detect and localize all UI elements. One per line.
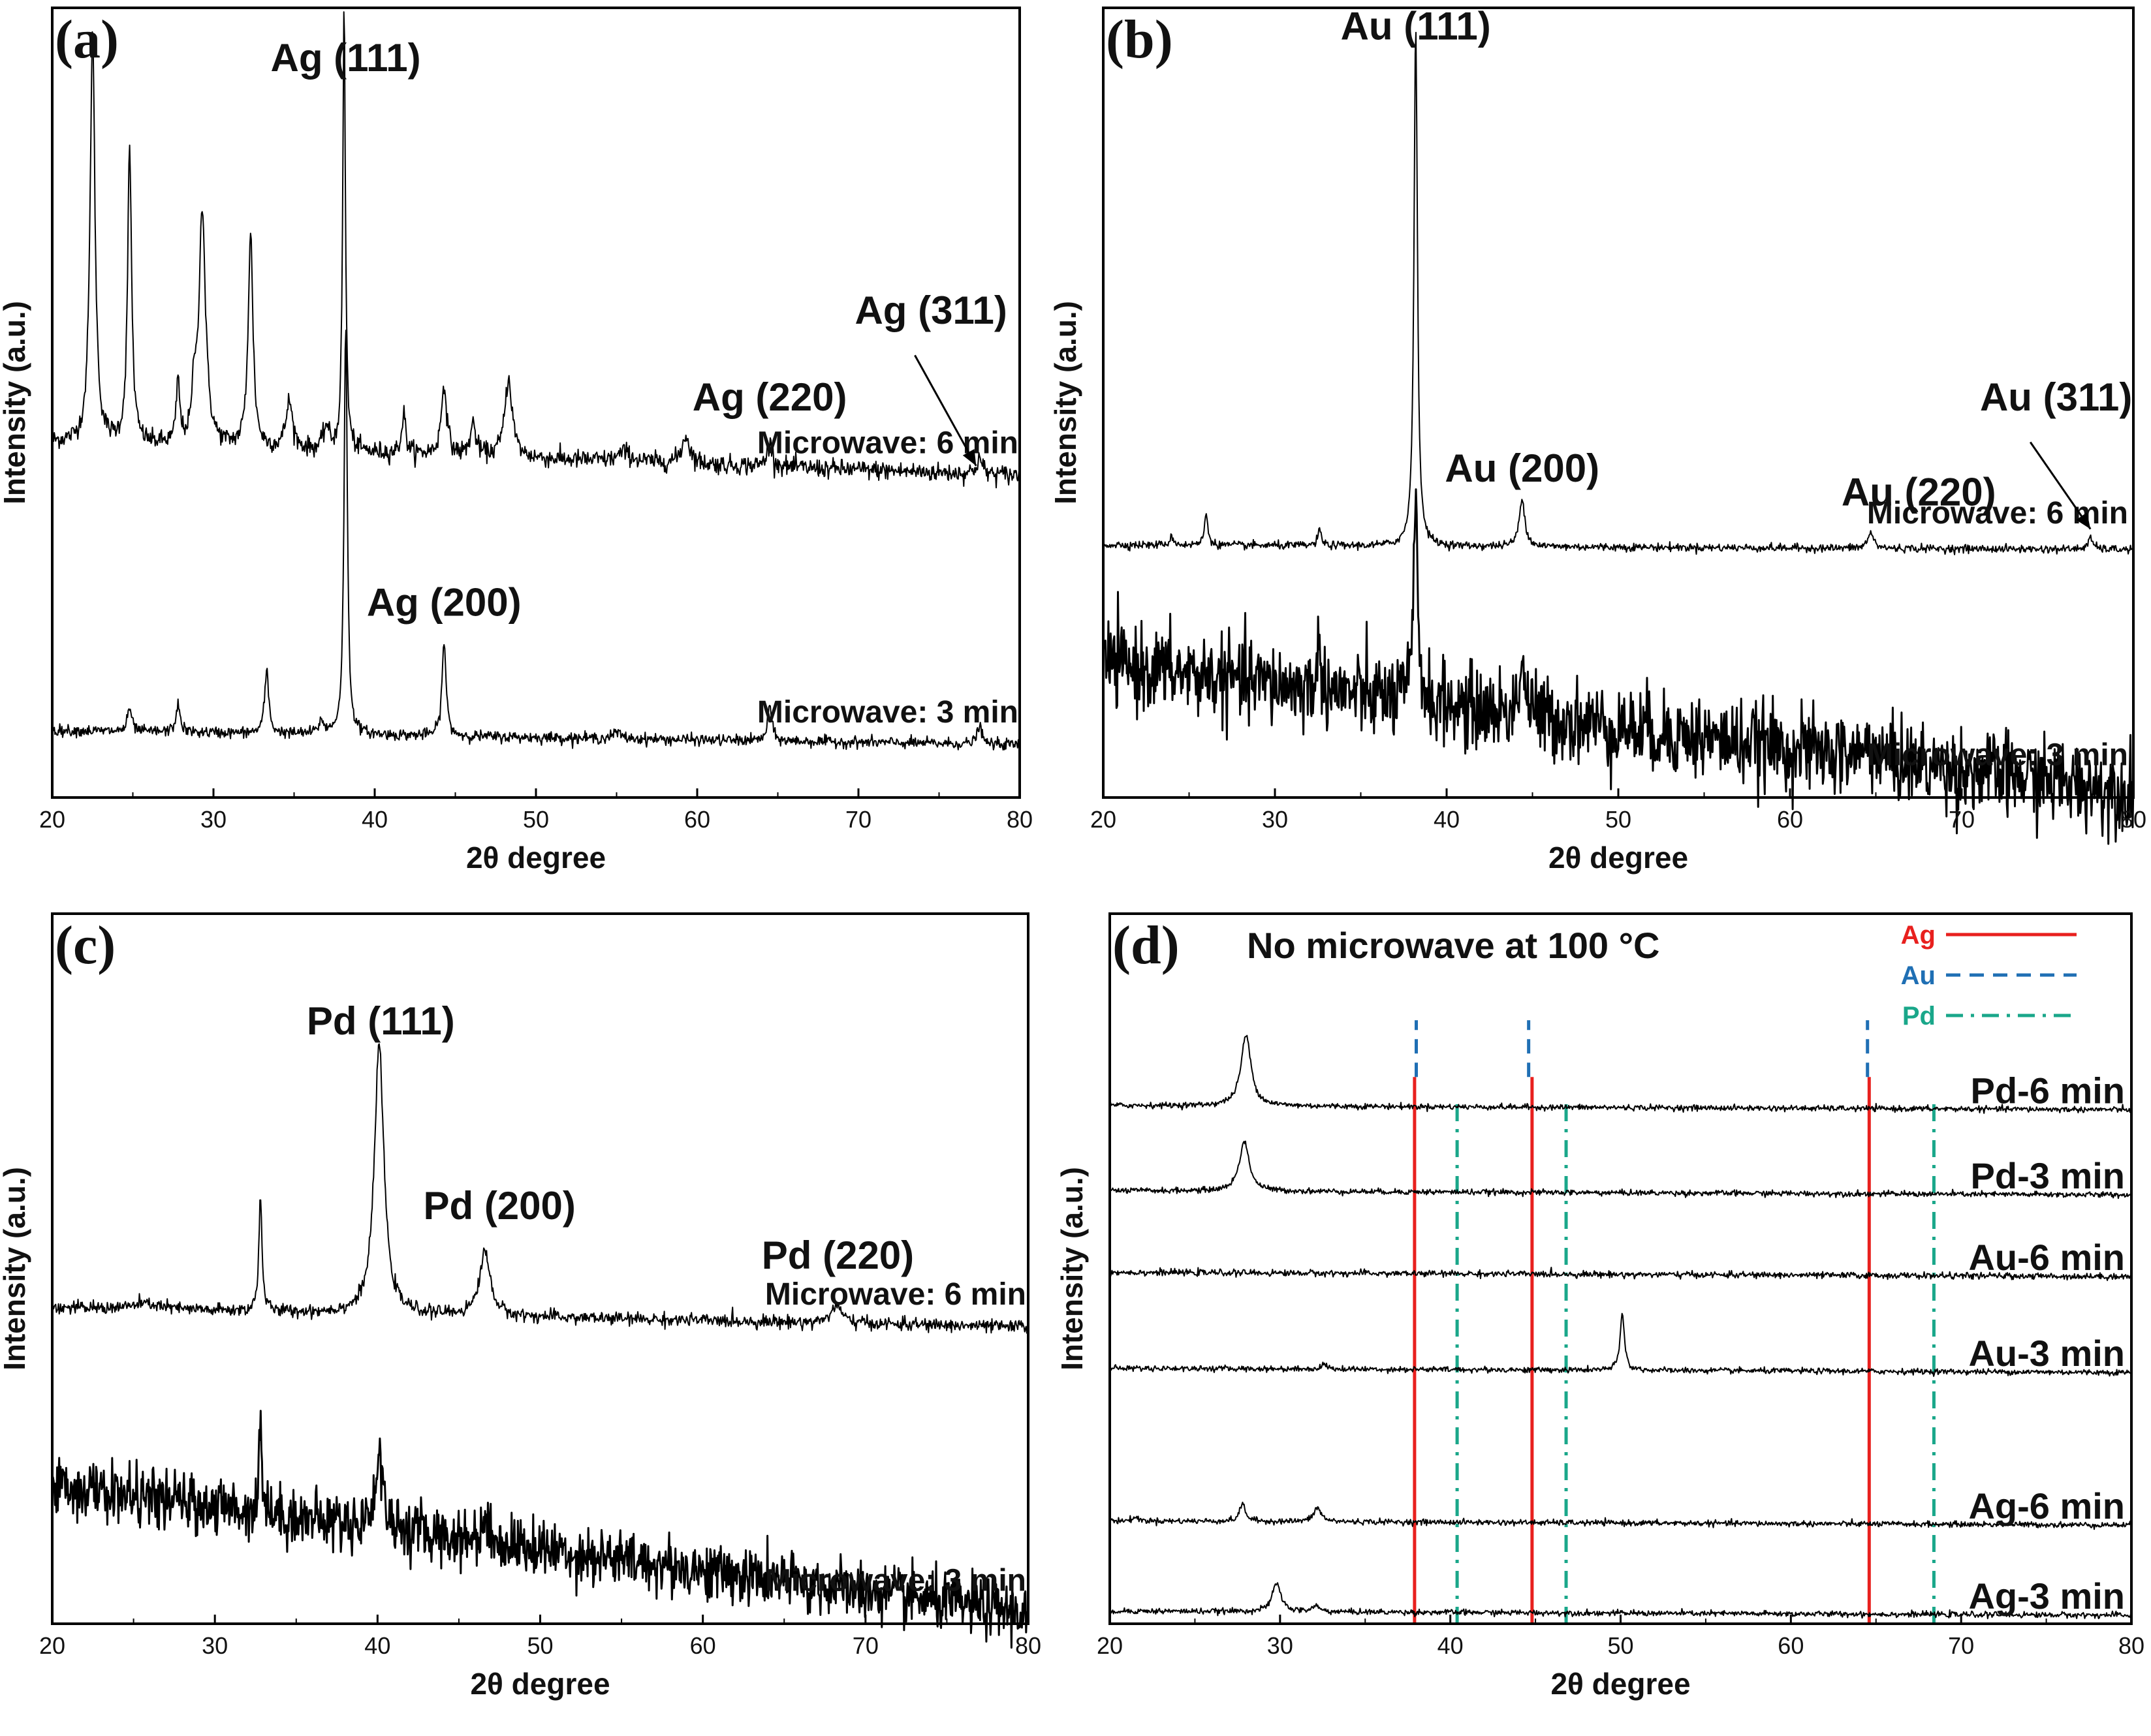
- x-tick-label: 50: [527, 1632, 553, 1659]
- x-tick-label: 70: [845, 806, 871, 833]
- panel-d: Pd-6 min Pd-3 min Au-6 min Au-3 min Ag-6 min…: [1055, 912, 2144, 1701]
- x-tick-label: 20: [39, 806, 65, 833]
- arrow-head: [2076, 512, 2091, 529]
- y-axis-title: Intensity (a.u.): [0, 1167, 31, 1371]
- pointer-arrow: [2029, 441, 2092, 530]
- panel-letter: (d): [1112, 915, 1180, 976]
- x-tick-label: 60: [1778, 1632, 1804, 1659]
- x-tick-label: 80: [1015, 1632, 1041, 1659]
- legend-label-pd: Pd: [1902, 1002, 1936, 1031]
- peak-label: Pd (111): [307, 999, 455, 1043]
- peak-label: Ag (311): [855, 288, 1007, 332]
- x-tick-label: 50: [1605, 806, 1631, 833]
- x-tick-label: 60: [1777, 806, 1803, 833]
- x-tick-label: 70: [1949, 806, 1975, 833]
- panel-letter: (a): [55, 9, 119, 70]
- x-tick-label: 20: [39, 1632, 65, 1659]
- x-tick-label: 30: [1262, 806, 1288, 833]
- y-axis-title: Intensity (a.u.): [0, 301, 31, 504]
- panel-c: Microwave: 6 min Microwave: 3 min 20 30 40 50…: [0, 912, 1041, 1701]
- y-axis-title: Intensity (a.u.): [1055, 1167, 1089, 1371]
- trace-label: Au-3 min: [1968, 1333, 2125, 1374]
- x-tick-label: 80: [2120, 806, 2146, 833]
- plot-frame: [1102, 7, 2135, 799]
- x-tick-label: 40: [364, 1632, 390, 1659]
- trace-ag-3-min: [1109, 1582, 2131, 1620]
- peak-label: Ag (111): [270, 36, 420, 80]
- peak-label: Au (111): [1341, 4, 1491, 48]
- trace-label: Microwave: 3 min: [1867, 737, 2128, 772]
- trace-ag-6-min: [1109, 1501, 2132, 1530]
- chart-title: No microwave at 100 °C: [1247, 925, 1659, 966]
- trace-microwave-3-min: [1102, 488, 2135, 845]
- trace-label: Microwave: 3 min: [765, 1564, 1026, 1598]
- trace-label: Pd-6 min: [1971, 1070, 2125, 1111]
- panel-a: Microwave: 6 min Microwave: 3 min 20 30 40 50…: [0, 7, 1033, 875]
- peak-label: Ag (220): [693, 375, 847, 419]
- peak-label: Pd (200): [423, 1184, 575, 1228]
- trace-microwave-3-min: [51, 1410, 1029, 1649]
- x-tick-label: 60: [684, 806, 710, 833]
- trace-label: Au-6 min: [1968, 1237, 2125, 1278]
- x-axis-title: 2θ degree: [1550, 1667, 1690, 1701]
- trace-pd-6-min: [1109, 1034, 2132, 1114]
- trace-label: Ag-3 min: [1968, 1575, 2125, 1617]
- trace-label: Microwave: 6 min: [765, 1277, 1026, 1312]
- peak-label: Au (200): [1445, 446, 1599, 490]
- x-axis-title: 2θ degree: [1548, 841, 1688, 875]
- trace-microwave-6-min: [1103, 31, 2134, 555]
- x-tick-label: 70: [1948, 1632, 1974, 1659]
- trace-au-3-min: [1109, 1312, 2132, 1377]
- pointer-arrow: [914, 354, 977, 467]
- x-tick-label: 40: [362, 806, 388, 833]
- trace-label: Pd-3 min: [1971, 1155, 2125, 1196]
- peak-label: Pd (220): [762, 1233, 914, 1277]
- peak-label: Au (220): [1842, 470, 1996, 514]
- peak-label: Au (311): [1980, 375, 2132, 419]
- x-tick-label: 80: [1007, 806, 1033, 833]
- x-tick-label: 50: [1607, 1632, 1633, 1659]
- trace-pd-3-min: [1109, 1140, 2132, 1200]
- panel-letter: (b): [1106, 9, 1173, 70]
- x-tick-label: 40: [1434, 806, 1460, 833]
- x-axis-title: 2θ degree: [466, 841, 606, 875]
- legend-label-au: Au: [1901, 961, 1936, 990]
- x-tick-label: 60: [690, 1632, 716, 1659]
- x-tick-label: 50: [523, 806, 549, 833]
- trace-au-6-min: [1109, 1267, 2131, 1281]
- x-tick-label: 20: [1097, 1632, 1123, 1659]
- plot-frame: [51, 7, 1021, 799]
- x-axis-title: 2θ degree: [470, 1667, 610, 1701]
- trace-microwave-6-min: [52, 1043, 1029, 1334]
- trace-label: Microwave: 6 min: [757, 426, 1018, 460]
- trace-label: Microwave: 3 min: [757, 695, 1018, 730]
- arrow-head: [962, 448, 977, 466]
- x-tick-label: 20: [1090, 806, 1116, 833]
- x-tick-label: 30: [200, 806, 227, 833]
- trace-microwave-6-min: [52, 11, 1020, 489]
- panel-letter: (c): [55, 915, 116, 976]
- x-tick-label: 70: [853, 1632, 879, 1659]
- x-tick-label: 80: [2118, 1632, 2144, 1659]
- x-tick-label: 30: [1267, 1632, 1293, 1659]
- trace-label: Ag-6 min: [1968, 1485, 2125, 1527]
- legend-label-ag: Ag: [1901, 921, 1936, 950]
- x-tick-label: 40: [1437, 1632, 1464, 1659]
- x-tick-label: 30: [202, 1632, 228, 1659]
- trace-microwave-3-min: [52, 330, 1020, 751]
- y-axis-title: Intensity (a.u.): [1048, 301, 1082, 504]
- peak-label: Ag (200): [367, 581, 522, 625]
